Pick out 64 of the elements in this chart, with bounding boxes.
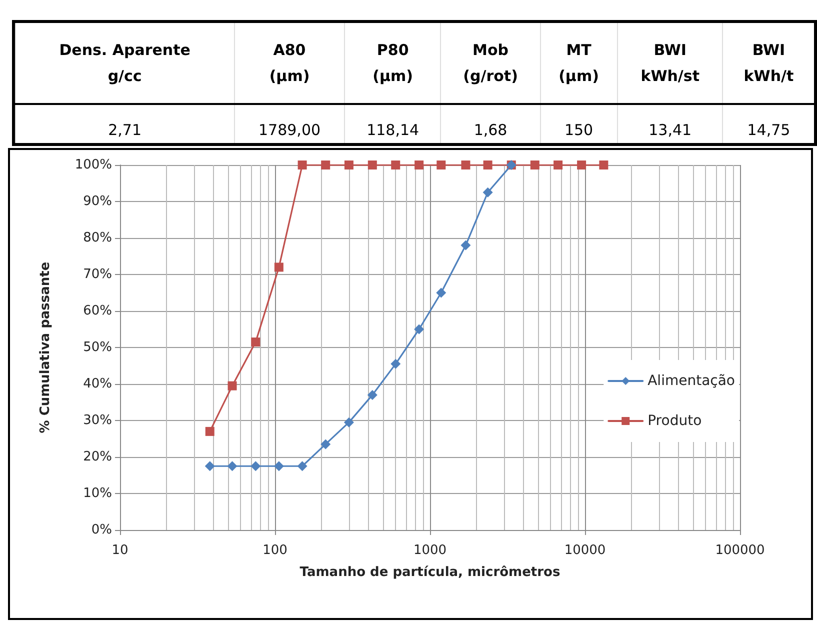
point [274,262,284,272]
point [344,417,354,428]
point [368,160,377,170]
point [390,358,401,369]
y-tick-label: 40% [83,376,112,392]
point [228,381,237,390]
point [554,160,563,170]
text: 2,71 [108,121,142,139]
y-tick-label: 30% [83,413,112,428]
text: 13,41 [648,121,692,139]
point [297,461,308,472]
point [320,439,331,450]
y-tick-label: 20% [83,450,112,464]
point [250,461,261,472]
y-tick-label: 50% [83,340,112,355]
y-tick-label: 80% [83,230,112,246]
y-tick-label: 70% [83,267,112,282]
category-label: P80 (µm) [344,23,441,104]
text: 1,68 [474,121,508,139]
y-tick-label: 60% [83,304,112,318]
point [204,461,215,472]
category-label: BWI kWh/t [722,23,814,104]
point [414,324,424,334]
point [460,240,471,250]
text: 1789,00 [258,121,321,139]
point [274,461,284,472]
x-tick-label: 10000 [564,543,606,558]
x-tick-label: 1000 [413,543,447,558]
y-tick-label: 100% [74,158,112,172]
point [530,160,540,170]
point [482,187,493,198]
y-tick-label: 10% [83,486,112,501]
point [461,160,470,170]
point [436,288,446,298]
point [298,160,307,170]
y-tick-label: 0% [91,522,112,538]
x-tick-label: 10 [112,543,128,558]
point [436,160,446,170]
text: 150 [564,121,594,139]
category-label: MT (µm) [540,23,618,104]
point [205,426,214,436]
category-label: Dens. Aparente g/cc [16,23,234,104]
point [483,160,492,170]
category-label: A80 (µm) [234,23,345,104]
text: 14,75 [747,121,790,139]
point [251,338,260,347]
category-label: Mob (g/rot) [440,23,540,104]
point [599,160,608,170]
legend-label: Alimentação [648,373,735,389]
point [227,461,238,472]
point [391,160,400,170]
point [367,390,378,400]
point [321,160,330,170]
point [344,160,354,170]
x-tick-label: 100 [262,543,288,558]
x-tick-label: 100000 [715,543,765,558]
y-tick-label: 90% [83,194,112,209]
y-axis-title: % Cumulativa passante [38,262,53,434]
point [414,160,424,170]
point [577,160,586,170]
category-label: BWI kWh/st [617,23,723,104]
legend-label: Produto [648,413,702,429]
x-axis-title: Tamanho de partícula, micrômetros [300,565,560,580]
text: 118,14 [366,121,420,139]
